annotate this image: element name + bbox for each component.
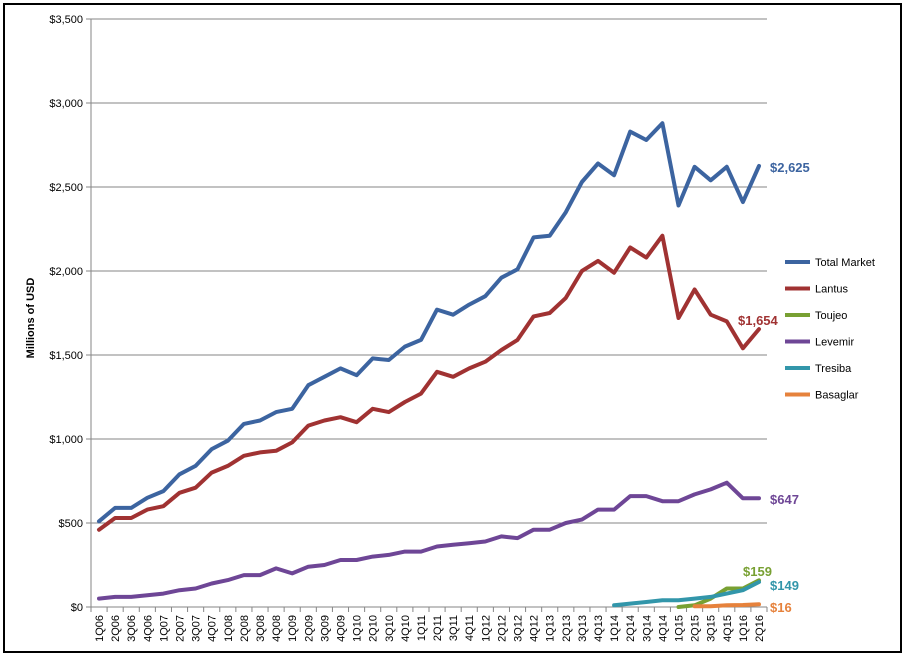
series-lines <box>97 121 761 609</box>
end-label-total-market: $2,625 <box>770 160 810 175</box>
x-tick-label: 4Q10 <box>400 615 412 642</box>
legend: Total Market Lantus Toujeo Levemir Tresiba Ba… <box>785 257 875 402</box>
series-line-total-market <box>97 121 761 524</box>
y-tick-label: $1,000 <box>49 434 83 446</box>
x-tick-label: 2Q06 <box>110 615 122 642</box>
x-tick-label: 2Q15 <box>690 615 702 642</box>
legend-label-tresiba: Tresiba <box>815 363 852 375</box>
x-tick-label: 3Q14 <box>641 615 653 642</box>
x-tick-label: 1Q14 <box>609 615 621 642</box>
x-tick-label: 3Q08 <box>255 615 267 642</box>
x-tick-label: 4Q12 <box>529 615 541 642</box>
y-axis-label: Millions of USD <box>25 278 37 359</box>
x-axis: 1Q06 2Q06 3Q06 4Q06 1Q07 2Q07 3Q07 4Q07 1Q08 2Q08… <box>90 606 768 642</box>
legend-label-total-market: Total Market <box>815 257 875 269</box>
end-labels: $2,625 $1,654 $159 $647 $149 $16 <box>738 160 810 615</box>
series-line-basaglar <box>692 602 761 609</box>
x-tick-label: 1Q09 <box>287 615 299 642</box>
x-tick-label: 1Q15 <box>673 615 685 642</box>
gridlines <box>91 18 767 524</box>
x-tick-label: 2Q08 <box>239 615 251 642</box>
end-label-basaglar: $16 <box>770 600 792 615</box>
end-label-tresiba: $149 <box>770 578 799 593</box>
x-tick-label: 4Q07 <box>207 615 219 642</box>
x-tick-label: 4Q15 <box>722 615 734 642</box>
x-tick-label: 1Q08 <box>223 615 235 642</box>
x-tick-label: 3Q12 <box>513 615 525 642</box>
x-tick-label: 4Q11 <box>464 615 476 641</box>
y-tick-label: $3,500 <box>49 14 83 26</box>
end-label-lantus: $1,654 <box>738 313 779 328</box>
x-tick-label: 2Q13 <box>561 615 573 642</box>
x-tick-label: 2Q09 <box>303 615 315 642</box>
series-line-tresiba <box>612 580 761 608</box>
y-tick-label: $500 <box>59 518 83 530</box>
legend-label-toujeo: Toujeo <box>815 310 847 322</box>
x-tick-label: 1Q12 <box>480 615 492 642</box>
legend-label-basaglar: Basaglar <box>815 390 859 402</box>
legend-label-levemir: Levemir <box>815 337 854 349</box>
series-line-lantus <box>97 233 761 532</box>
legend-label-lantus: Lantus <box>815 284 849 296</box>
x-tick-label: 4Q14 <box>657 615 669 642</box>
y-tick-label: $2,000 <box>49 266 83 278</box>
x-tick-label: 1Q06 <box>94 615 106 642</box>
x-tick-label: 2Q16 <box>754 615 766 642</box>
x-tick-label: 3Q11 <box>448 615 460 641</box>
x-tick-label: 3Q09 <box>319 615 331 642</box>
x-tick-label: 1Q11 <box>416 615 428 641</box>
x-tick-label: 1Q16 <box>738 615 750 642</box>
x-tick-label: 3Q10 <box>384 615 396 642</box>
x-tick-label: 1Q13 <box>545 615 557 642</box>
x-tick-label: 1Q07 <box>158 615 170 642</box>
x-tick-label: 1Q10 <box>352 615 364 642</box>
x-tick-label: 2Q11 <box>432 615 444 641</box>
x-tick-label: 4Q09 <box>335 615 347 642</box>
x-tick-label: 2Q14 <box>625 615 637 642</box>
y-axis: $0 $500 $1,000 $1,500 $2,000 $2,500 $3,000 $3,5… <box>49 14 92 614</box>
series-line-levemir <box>97 480 761 601</box>
x-tick-label: 4Q13 <box>593 615 605 642</box>
x-tick-label: 3Q07 <box>191 615 203 642</box>
end-label-toujeo: $159 <box>743 564 772 579</box>
y-tick-label: $2,500 <box>49 182 83 194</box>
x-tick-label: 3Q15 <box>706 615 718 642</box>
x-tick-label: 3Q06 <box>126 615 138 642</box>
y-tick-label: $0 <box>71 602 83 614</box>
end-label-levemir: $647 <box>770 492 799 507</box>
x-tick-label: 3Q13 <box>577 615 589 642</box>
y-tick-label: $3,000 <box>49 98 83 110</box>
x-tick-label: 4Q06 <box>142 615 154 642</box>
x-tick-label: 2Q12 <box>496 615 508 642</box>
x-tick-label: 2Q10 <box>368 615 380 642</box>
x-tick-label: 4Q08 <box>271 615 283 642</box>
x-tick-label: 2Q07 <box>175 615 187 642</box>
y-tick-label: $1,500 <box>49 350 83 362</box>
